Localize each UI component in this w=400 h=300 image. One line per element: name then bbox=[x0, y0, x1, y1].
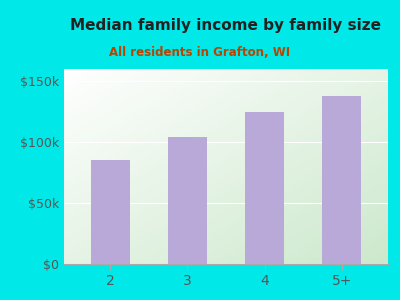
Bar bbox=[91, 160, 130, 264]
Bar bbox=[322, 96, 361, 264]
Title: Median family income by family size: Median family income by family size bbox=[70, 18, 382, 33]
Text: All residents in Grafton, WI: All residents in Grafton, WI bbox=[110, 46, 290, 59]
Bar bbox=[168, 137, 207, 264]
Bar bbox=[245, 112, 284, 264]
